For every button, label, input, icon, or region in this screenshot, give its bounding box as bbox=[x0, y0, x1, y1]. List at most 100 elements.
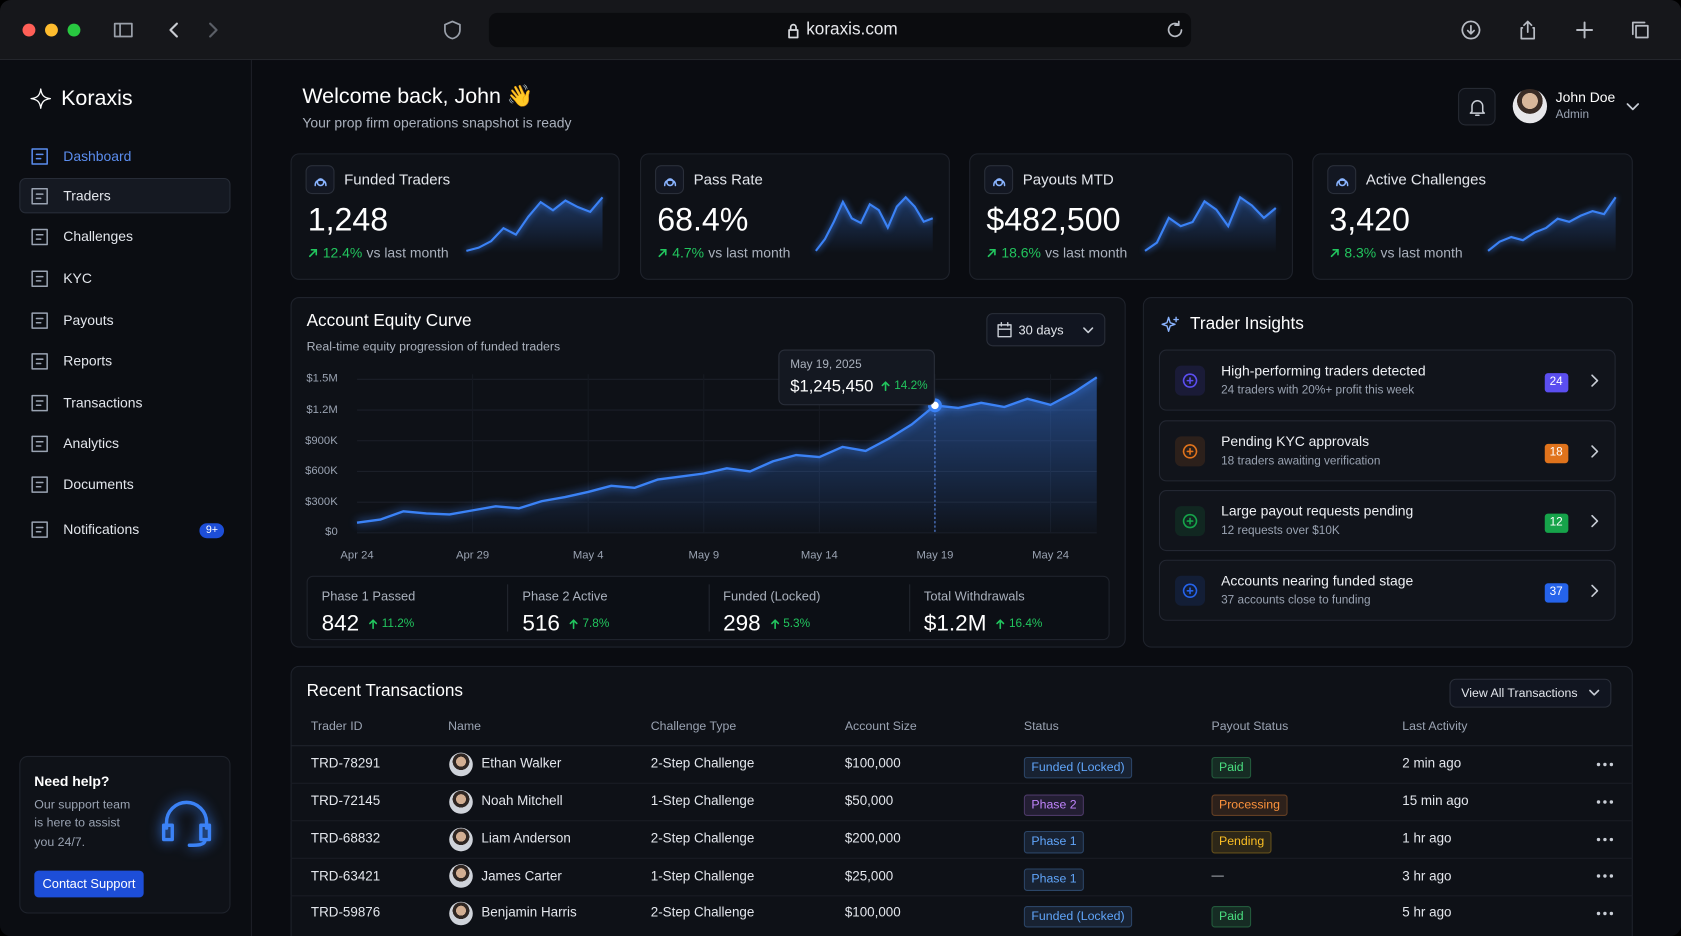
address-url: koraxis.com bbox=[806, 20, 898, 39]
kpi-change: 18.6% bbox=[1001, 244, 1041, 261]
column-header: Name bbox=[448, 720, 482, 734]
user-role: Admin bbox=[1555, 108, 1590, 122]
traffic-light[interactable] bbox=[22, 23, 36, 37]
kpi-label: Active Challenges bbox=[1365, 170, 1486, 188]
action-dot bbox=[1596, 762, 1601, 767]
insight-chevron bbox=[1591, 445, 1599, 458]
view-all-button[interactable]: View All Transactions bbox=[1449, 678, 1612, 708]
y-tick-label: $600K bbox=[305, 464, 338, 478]
nav-item[interactable]: Notifications bbox=[63, 521, 140, 538]
cell-activity: 15 min ago bbox=[1402, 793, 1469, 809]
reload-button bbox=[1167, 20, 1183, 38]
payout-pill: — bbox=[1211, 869, 1224, 883]
nav-icon-path bbox=[31, 521, 48, 538]
insight-item[interactable] bbox=[1158, 559, 1616, 621]
insight-badge: 37 bbox=[1544, 583, 1569, 603]
trend-arrow-path bbox=[996, 619, 1005, 630]
nav-icon bbox=[31, 476, 48, 493]
chart-subtitle: Real-time equity progression of funded t… bbox=[306, 340, 561, 354]
trend-arrow bbox=[987, 248, 996, 257]
row-actions[interactable] bbox=[1596, 762, 1614, 767]
trend-arrow bbox=[369, 619, 378, 630]
nav-selected-bg bbox=[19, 177, 231, 214]
insight-subtitle: 12 requests over $10K bbox=[1221, 524, 1340, 538]
insight-icon-path bbox=[1182, 513, 1198, 529]
chart-title: Account Equity Curve bbox=[306, 312, 472, 331]
kpi-value: $482,500 bbox=[986, 203, 1121, 239]
notification-button[interactable] bbox=[1458, 87, 1496, 126]
nav-item[interactable]: Analytics bbox=[63, 435, 120, 452]
row-actions[interactable] bbox=[1596, 874, 1614, 879]
nav-item[interactable]: Payouts bbox=[63, 311, 114, 329]
row-actions[interactable] bbox=[1596, 800, 1614, 804]
y-tick-label: $900K bbox=[305, 433, 338, 447]
cell-size: $200,000 bbox=[844, 830, 901, 846]
kpi-sparkline bbox=[1487, 196, 1617, 254]
cell-activity: 2 min ago bbox=[1402, 756, 1462, 772]
action-dot bbox=[1609, 837, 1614, 841]
y-tick-label: $300K bbox=[305, 495, 338, 509]
insight-item[interactable] bbox=[1158, 349, 1616, 411]
action-dot bbox=[1603, 762, 1607, 767]
x-tick-label: Apr 24 bbox=[340, 549, 374, 563]
kpi-sparkline bbox=[1144, 195, 1277, 254]
row-actions[interactable] bbox=[1596, 837, 1614, 841]
nav-item[interactable]: Documents bbox=[63, 475, 134, 493]
traffic-light[interactable] bbox=[67, 23, 81, 37]
cell-name: James Carter bbox=[481, 868, 562, 884]
nav-item[interactable]: Challenges bbox=[63, 228, 133, 245]
stat-change: 16.4% bbox=[1008, 617, 1043, 631]
nav-item[interactable]: KYC bbox=[63, 270, 92, 287]
traffic-light[interactable] bbox=[45, 23, 58, 37]
kpi-value: 68.4% bbox=[657, 203, 749, 239]
range-label: 30 days bbox=[1018, 322, 1064, 338]
nav-icon-path bbox=[31, 228, 48, 246]
column-header: Payout Status bbox=[1211, 720, 1289, 734]
trend-arrow-path bbox=[987, 248, 996, 257]
stat-label: Phase 1 Passed bbox=[321, 588, 416, 604]
action-dot bbox=[1596, 800, 1601, 804]
stats-divider bbox=[908, 584, 910, 632]
trend-arrow bbox=[1330, 248, 1339, 257]
address-bar[interactable] bbox=[488, 12, 1192, 48]
column-header: Last Activity bbox=[1402, 720, 1468, 734]
kpi-note: vs last month bbox=[366, 244, 449, 261]
nav-item[interactable]: Traders bbox=[63, 187, 111, 204]
x-tick-label: Apr 29 bbox=[456, 549, 490, 563]
insight-icon bbox=[1182, 513, 1198, 529]
tabs-button-path bbox=[1631, 21, 1649, 39]
stat-value-row: 516 7.8% bbox=[522, 611, 609, 637]
action-dot bbox=[1596, 911, 1601, 916]
nav-item[interactable]: Dashboard bbox=[63, 147, 132, 164]
contact-support-button[interactable]: Contact Support bbox=[34, 870, 144, 898]
kpi-change-row: 18.6% vs last month bbox=[986, 244, 1127, 261]
nav-badge: 9+ bbox=[199, 523, 225, 539]
nav-item[interactable]: Reports bbox=[63, 352, 113, 369]
stat-change: 5.3% bbox=[783, 617, 811, 631]
trend-arrow-path bbox=[569, 619, 578, 630]
nav-item[interactable]: Transactions bbox=[63, 394, 143, 411]
insight-title: Pending KYC approvals bbox=[1221, 433, 1370, 450]
status-pill: Phase 1 bbox=[1023, 831, 1085, 854]
insight-item[interactable] bbox=[1158, 489, 1616, 552]
sparkline-area bbox=[466, 197, 603, 254]
kpi-change-row: 12.4% vs last month bbox=[308, 244, 449, 261]
privacy-shield bbox=[444, 20, 461, 40]
trader-avatar bbox=[449, 864, 473, 889]
cell-size: $50,000 bbox=[844, 793, 894, 809]
action-dot bbox=[1609, 911, 1614, 916]
insight-chevron bbox=[1591, 374, 1599, 387]
payout-pill: Paid bbox=[1211, 756, 1252, 779]
row-actions[interactable] bbox=[1596, 911, 1614, 916]
kpi-value: 1,248 bbox=[307, 203, 389, 239]
insight-icon bbox=[1182, 373, 1198, 388]
insight-icon bbox=[1182, 583, 1198, 599]
insight-item[interactable] bbox=[1158, 420, 1616, 482]
new-tab-button-path bbox=[1576, 21, 1594, 39]
trend-arrow-path bbox=[658, 248, 667, 257]
cell-name: Liam Anderson bbox=[481, 830, 571, 846]
trend-arrow bbox=[309, 248, 318, 257]
tooltip-change-row: 14.2% bbox=[880, 380, 928, 393]
insights-icon-path bbox=[1161, 316, 1179, 333]
insight-icon-path bbox=[1182, 583, 1198, 599]
